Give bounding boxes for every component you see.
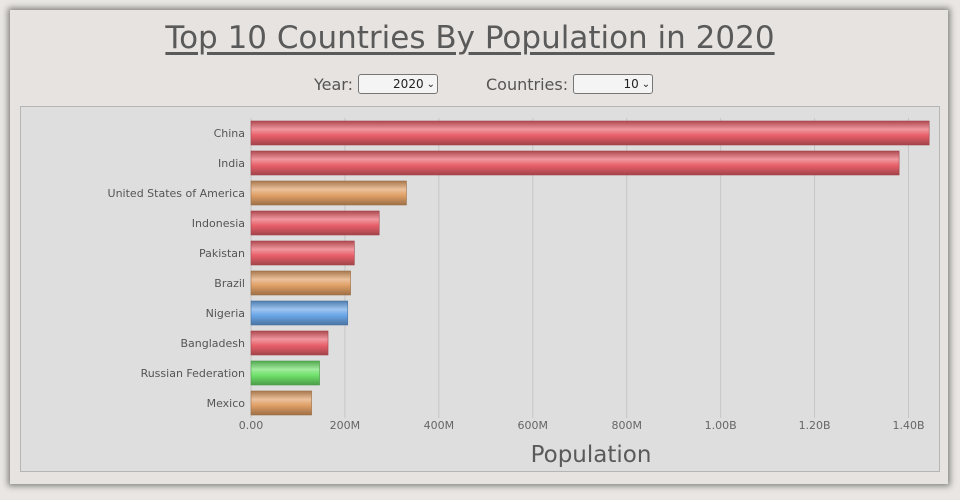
bar[interactable] xyxy=(250,270,351,296)
bar[interactable] xyxy=(250,150,900,176)
x-tick-labels: 0.00 200M 400M 600M 800M 1.00B 1.20B 1.40B xyxy=(239,419,925,432)
countries-control: Countries: 10 ⌄ xyxy=(486,74,654,94)
bar[interactable] xyxy=(250,360,320,386)
year-control: Year: 2020 ⌄ xyxy=(314,74,438,94)
bar[interactable] xyxy=(250,330,329,356)
x-tick-label: 0.00 xyxy=(239,419,264,432)
bar-chart: China India United States of America Indone… xyxy=(108,118,930,468)
chevron-down-icon: ⌄ xyxy=(426,78,435,90)
year-label: Year: xyxy=(314,74,353,94)
category-label: Mexico xyxy=(207,397,246,410)
x-tick-label: 1.00B xyxy=(705,419,737,432)
category-label: Indonesia xyxy=(192,217,245,230)
chevron-down-icon: ⌄ xyxy=(641,78,651,90)
page-title: Top 10 Countries By Population in 2020 xyxy=(165,20,775,56)
bar[interactable] xyxy=(250,240,355,266)
category-label: India xyxy=(218,157,245,170)
x-tick-label: 1.40B xyxy=(892,419,924,432)
x-tick-label: 400M xyxy=(424,419,455,432)
category-label: Brazil xyxy=(214,277,245,290)
bar[interactable] xyxy=(250,300,349,326)
category-label: United States of America xyxy=(108,187,245,200)
category-label: Russian Federation xyxy=(141,367,245,380)
category-label: China xyxy=(214,127,245,140)
x-tick-label: 600M xyxy=(518,419,549,432)
x-axis-title: Population xyxy=(531,442,652,468)
year-select[interactable]: 2020 ⌄ xyxy=(357,74,438,94)
bar[interactable] xyxy=(250,120,930,146)
year-select-value: 2020 xyxy=(393,77,424,91)
countries-select[interactable]: 10 ⌄ xyxy=(573,74,654,94)
bars xyxy=(250,120,930,416)
category-label: Nigeria xyxy=(206,307,245,320)
chart-controls: Year: 2020 ⌄ Countries: 10 ⌄ xyxy=(0,72,960,98)
chart-area: China India United States of America Indone… xyxy=(20,106,940,472)
category-labels: China India United States of America Indone… xyxy=(108,127,246,410)
category-label: Bangladesh xyxy=(181,337,246,350)
category-label: Pakistan xyxy=(199,247,245,260)
x-tick-label: 1.20B xyxy=(799,419,831,432)
x-tick-label: 800M xyxy=(611,419,642,432)
countries-label: Countries: xyxy=(486,74,569,94)
bar[interactable] xyxy=(250,390,312,416)
countries-select-value: 10 xyxy=(623,77,639,91)
bar[interactable] xyxy=(250,180,407,206)
x-tick-label: 200M xyxy=(330,419,361,432)
bar[interactable] xyxy=(250,210,380,236)
